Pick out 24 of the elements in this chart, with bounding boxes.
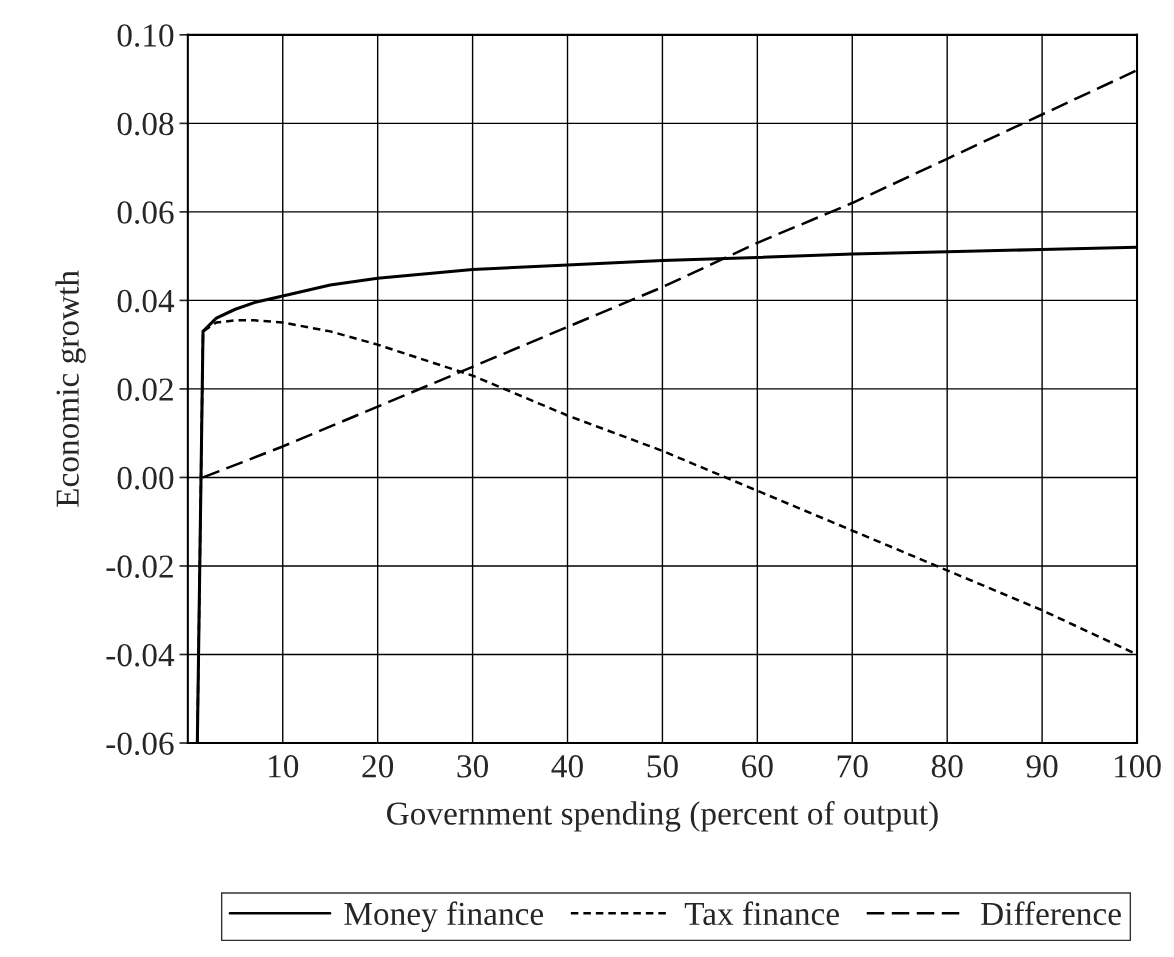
x-tick-label: 80 xyxy=(931,755,963,778)
y-tick-label: 0.00 xyxy=(117,466,174,490)
y-tick-label: 0.10 xyxy=(117,24,174,47)
y-tick-label: -0.02 xyxy=(106,555,173,579)
legend-label: Difference xyxy=(981,901,1121,926)
x-tick-label: 20 xyxy=(362,755,394,778)
y-axis-title: Economic growth xyxy=(55,270,86,507)
y-tick-label: -0.06 xyxy=(106,732,174,756)
x-tick-label: 70 xyxy=(837,755,868,778)
x-tick-label: 60 xyxy=(742,755,773,778)
x-axis-title: Government spending (percent of output) xyxy=(387,801,938,832)
x-tick-label: 30 xyxy=(457,755,488,778)
y-tick-label: 0.02 xyxy=(117,378,173,401)
y-tick-label: -0.04 xyxy=(106,643,175,667)
x-tick-label: 40 xyxy=(551,755,583,778)
y-tick-label: 0.04 xyxy=(117,289,175,313)
x-tick-label: 10 xyxy=(269,755,299,778)
legend-label: Money finance xyxy=(344,901,544,932)
x-tick-label: 90 xyxy=(1026,755,1058,778)
y-tick-label: 0.06 xyxy=(117,201,174,224)
legend-label: Tax finance xyxy=(684,901,839,926)
x-tick-label: 100 xyxy=(1114,755,1161,778)
x-tick-label: 50 xyxy=(647,755,678,778)
y-tick-label: 0.08 xyxy=(117,112,174,136)
